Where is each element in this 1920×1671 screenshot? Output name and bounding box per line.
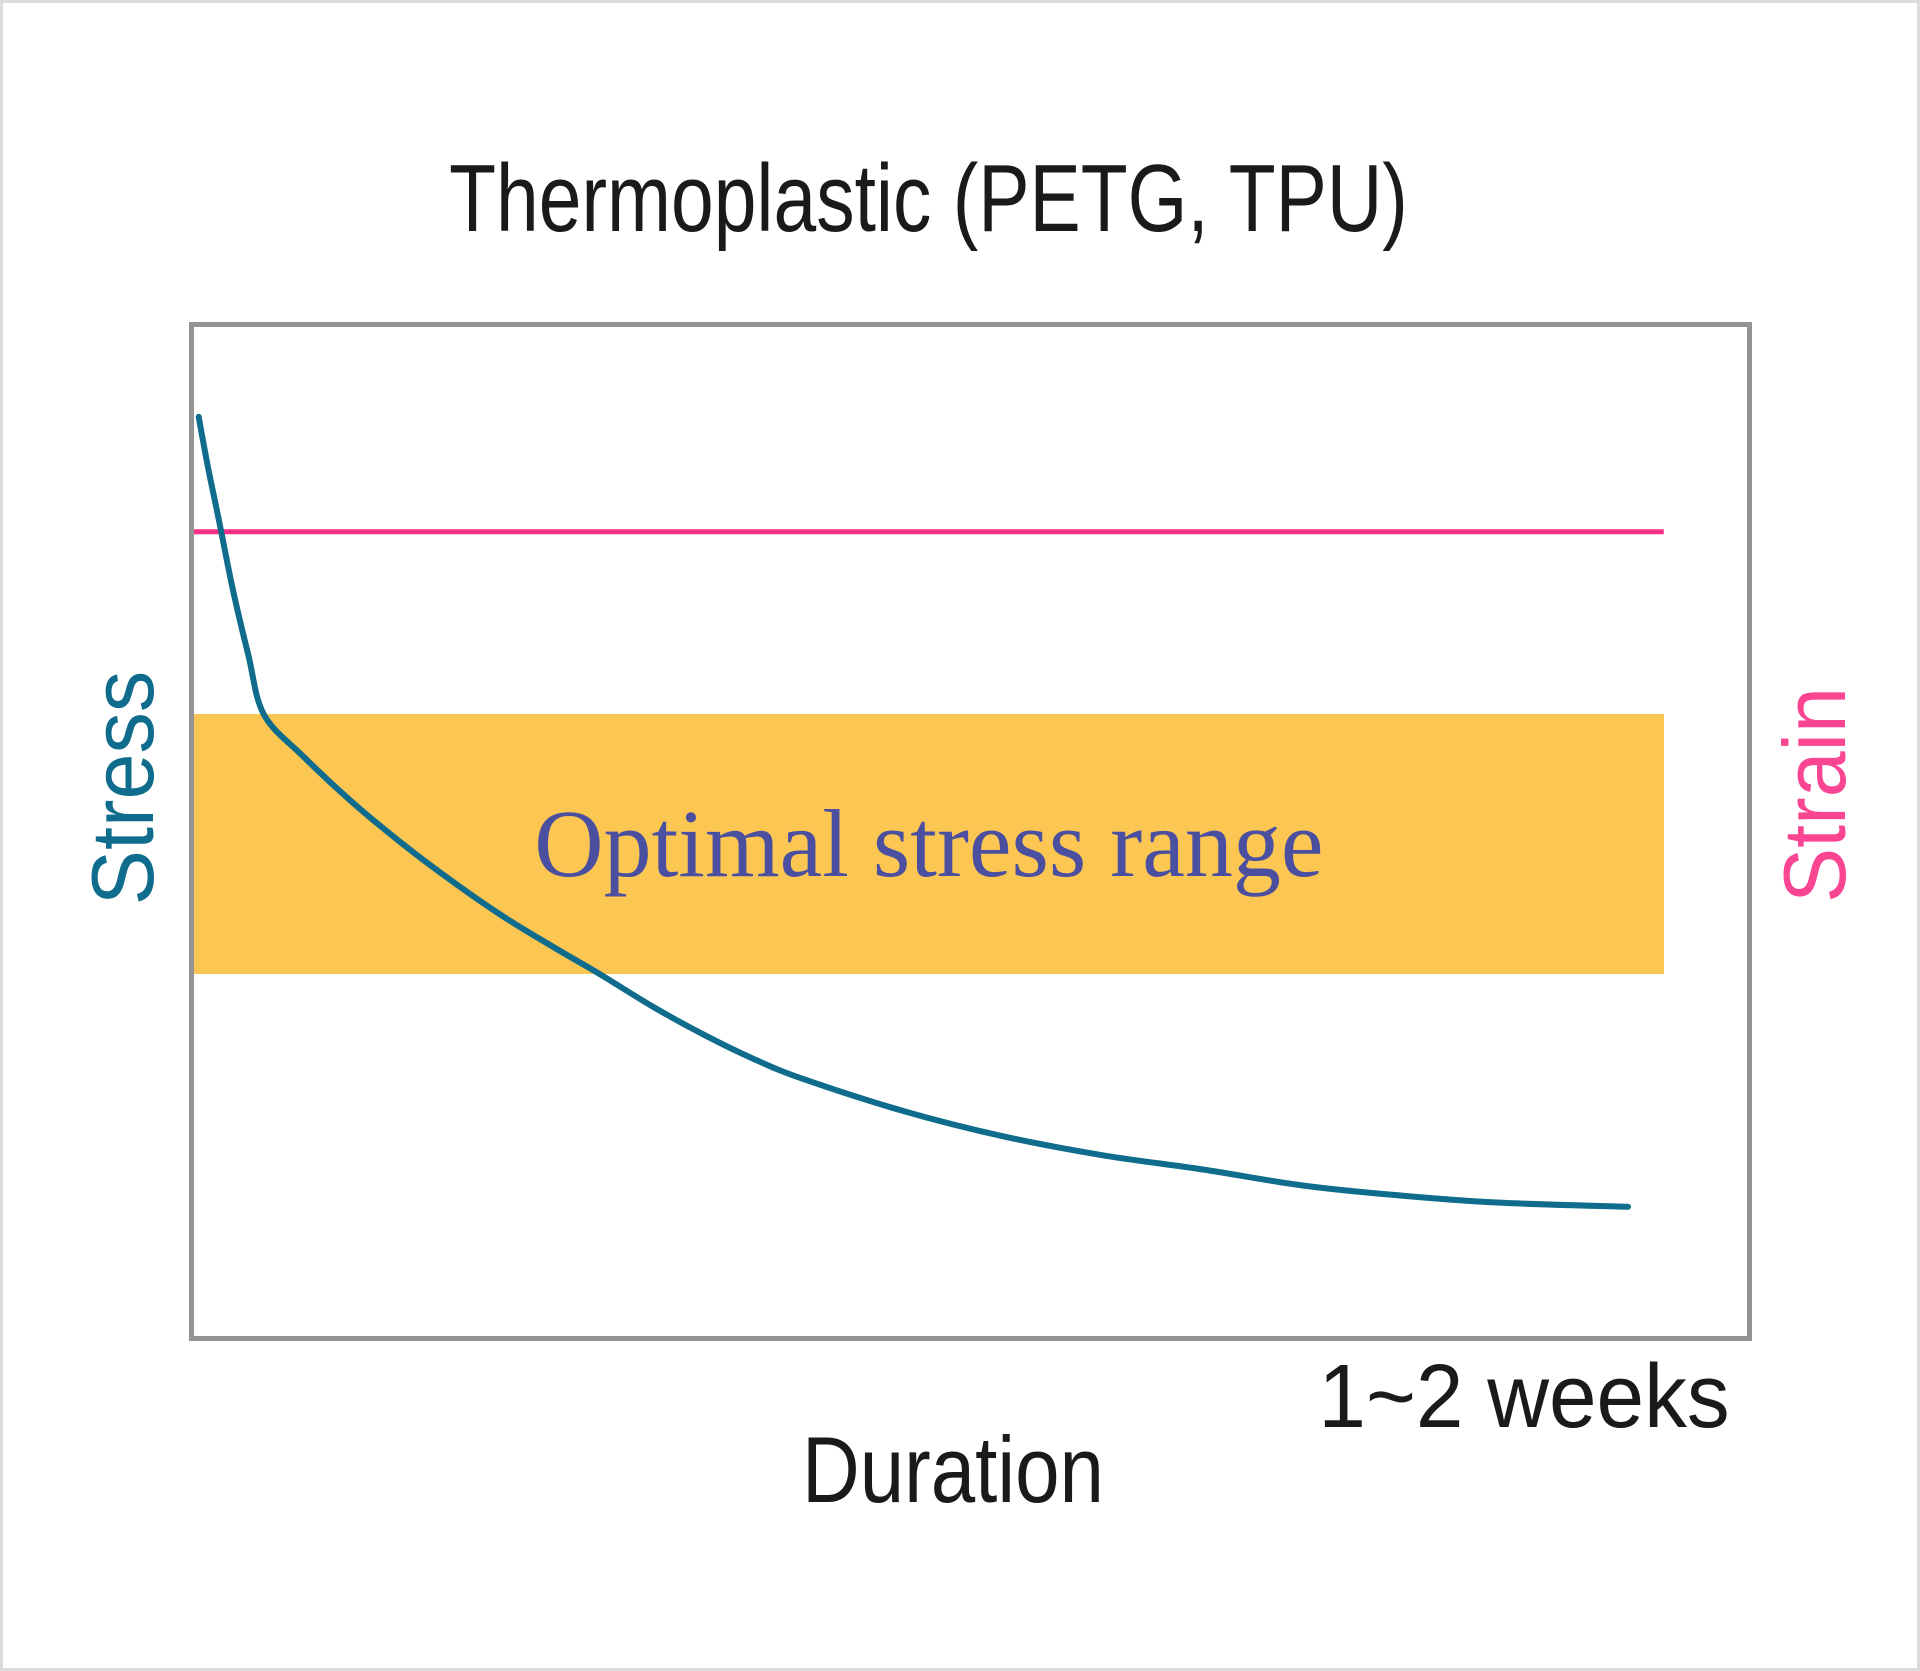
optimal-stress-band: Optimal stress range xyxy=(194,714,1664,974)
y-axis-label-strain: Strain xyxy=(1765,686,1864,904)
y-axis-label-stress: Stress xyxy=(73,670,172,906)
chart-title: Thermoplastic (PETG, TPU) xyxy=(449,145,1408,252)
x-axis-duration-annotation: 1~2 weeks xyxy=(1318,1347,1730,1447)
optimal-stress-band-label: Optimal stress range xyxy=(534,790,1324,898)
x-axis-label-duration: Duration xyxy=(801,1417,1105,1522)
